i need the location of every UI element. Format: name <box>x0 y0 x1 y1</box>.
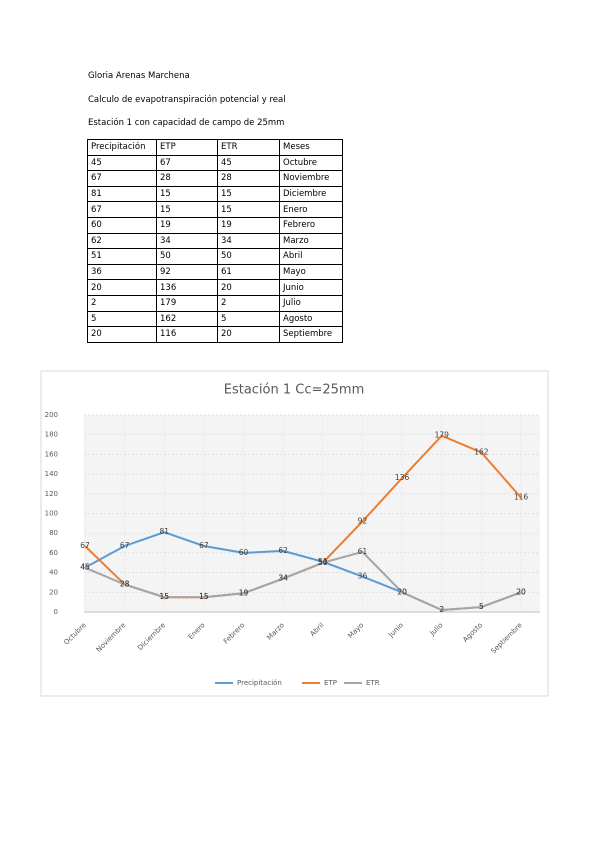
table-row: 62 34 34 Marzo <box>87 232 343 250</box>
y-tick-label: 80 <box>49 529 58 537</box>
y-tick-label: 160 <box>45 450 58 458</box>
data-label: 5 <box>479 602 484 611</box>
data-label: 34 <box>278 574 288 583</box>
station: Estación 1 con capacidad de campo de 25m… <box>88 118 285 128</box>
data-label: 116 <box>514 493 529 502</box>
table-row: 20 116 20 Septiembre <box>87 326 343 343</box>
data-label: 36 <box>358 572 368 581</box>
author: Gloria Arenas Marchena <box>88 71 190 81</box>
y-tick-label: 140 <box>45 470 58 478</box>
data-label: 2 <box>439 605 444 614</box>
data-label: 62 <box>278 546 288 555</box>
table-cell: 116 <box>156 326 218 343</box>
y-tick-label: 180 <box>45 431 58 439</box>
data-label: 67 <box>80 541 90 550</box>
data-table: Precipitación ETP ETR Meses 45 67 45 Octubre 67 2… <box>87 139 343 343</box>
data-label: 15 <box>159 592 169 601</box>
data-label: 61 <box>358 547 368 556</box>
data-label: 60 <box>239 548 249 557</box>
data-label: 34 <box>278 574 288 583</box>
data-label: 15 <box>199 592 209 601</box>
table-row: 36 92 61 Mayo <box>87 263 343 281</box>
data-label: 67 <box>199 541 209 550</box>
data-label: 19 <box>239 588 249 597</box>
data-label: 5 <box>479 602 484 611</box>
y-tick-label: 20 <box>49 588 58 596</box>
data-label: 50 <box>318 558 328 567</box>
data-label: 28 <box>120 579 130 588</box>
legend-label: Precipitación <box>237 679 282 687</box>
data-label: 162 <box>474 447 489 456</box>
series-line <box>84 550 522 612</box>
data-label: 50 <box>318 558 328 567</box>
y-tick-label: 60 <box>49 549 58 557</box>
data-label: 92 <box>358 516 368 525</box>
legend-label: ETR <box>366 679 380 687</box>
data-label: 20 <box>516 587 526 596</box>
table-row: 67 15 15 Enero <box>87 201 343 218</box>
data-label: 19 <box>239 588 249 597</box>
subject: Calculo de evapotranspiración potencial … <box>88 95 286 105</box>
legend-label: ETP <box>324 679 337 687</box>
table-row: 67 28 28 Noviembre <box>87 170 343 187</box>
data-label: 81 <box>159 527 169 536</box>
y-tick-label: 100 <box>45 510 58 518</box>
table-row: 51 50 50 Abril <box>87 248 343 265</box>
y-tick-label: 120 <box>45 490 58 498</box>
data-label: 15 <box>199 592 209 601</box>
table-cell: Septiembre <box>279 326 343 343</box>
table-row: 81 15 15 Diciembre <box>87 185 343 203</box>
data-label: 2 <box>439 605 444 614</box>
y-tick-label: 0 <box>54 608 58 616</box>
data-label: 51 <box>318 557 328 566</box>
table-row: 60 19 19 Febrero <box>87 216 343 234</box>
data-label: 20 <box>397 587 407 596</box>
data-label: 67 <box>120 541 130 550</box>
data-label: 20 <box>397 587 407 596</box>
data-label: 179 <box>435 431 450 440</box>
y-tick-label: 40 <box>49 569 58 577</box>
data-label: 136 <box>395 473 410 482</box>
data-label: 45 <box>80 563 90 572</box>
table-row: 20 136 20 Junio <box>87 279 343 296</box>
data-label: 15 <box>159 592 169 601</box>
chart-title: Estación 1 Cc=25mm <box>224 383 365 398</box>
data-label: 20 <box>516 587 526 596</box>
data-label: 28 <box>120 579 130 588</box>
data-label: 45 <box>80 563 90 572</box>
y-tick-label: 200 <box>45 411 58 419</box>
